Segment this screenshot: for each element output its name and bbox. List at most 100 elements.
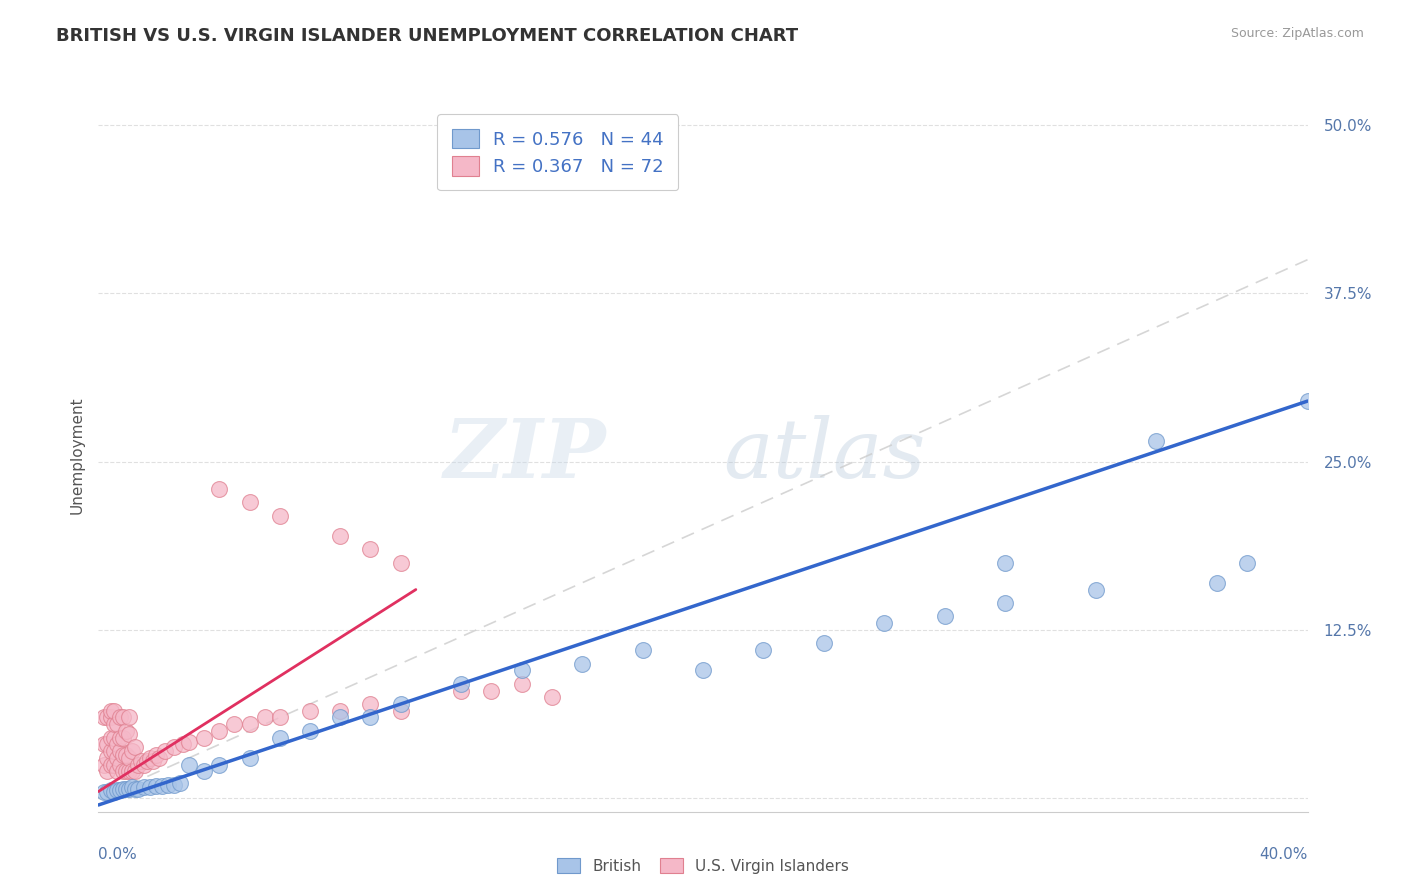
Point bbox=[105, 764, 128, 779]
Point bbox=[299, 723, 322, 738]
Text: BRITISH VS U.S. VIRGIN ISLANDER UNEMPLOYMENT CORRELATION CHART: BRITISH VS U.S. VIRGIN ISLANDER UNEMPLOY… bbox=[56, 27, 799, 45]
Point bbox=[96, 738, 118, 752]
Point bbox=[239, 495, 262, 509]
Point bbox=[121, 744, 143, 758]
Point bbox=[142, 754, 165, 768]
Y-axis label: Unemployment: Unemployment bbox=[69, 396, 84, 514]
Point bbox=[100, 731, 122, 745]
Point bbox=[179, 757, 201, 772]
Point bbox=[118, 781, 141, 796]
Point bbox=[269, 710, 291, 724]
Point bbox=[93, 738, 115, 752]
Point bbox=[108, 757, 131, 772]
Text: 40.0%: 40.0% bbox=[1260, 847, 1308, 863]
Point bbox=[100, 704, 122, 718]
Point bbox=[96, 784, 118, 798]
Point bbox=[813, 636, 835, 650]
Point bbox=[253, 710, 276, 724]
Point bbox=[118, 764, 141, 779]
Point bbox=[150, 779, 173, 793]
Point bbox=[124, 764, 146, 779]
Point bbox=[692, 664, 714, 678]
Point bbox=[329, 704, 352, 718]
Point bbox=[139, 751, 162, 765]
Point bbox=[450, 677, 472, 691]
Point bbox=[103, 731, 125, 745]
Point bbox=[145, 779, 167, 793]
Point bbox=[631, 643, 654, 657]
Text: ZIP: ZIP bbox=[444, 415, 606, 495]
Point bbox=[135, 754, 157, 768]
Point bbox=[100, 744, 122, 758]
Legend: British, U.S. Virgin Islanders: British, U.S. Virgin Islanders bbox=[551, 852, 855, 880]
Point bbox=[239, 751, 262, 765]
Point bbox=[139, 780, 162, 795]
Point bbox=[389, 697, 412, 711]
Point bbox=[100, 783, 122, 797]
Point bbox=[132, 757, 155, 772]
Point bbox=[114, 748, 136, 763]
Point bbox=[329, 710, 352, 724]
Point bbox=[179, 735, 201, 749]
Point bbox=[1206, 575, 1229, 590]
Point bbox=[163, 740, 186, 755]
Point bbox=[105, 738, 128, 752]
Point bbox=[118, 726, 141, 740]
Point bbox=[93, 784, 115, 798]
Point bbox=[389, 704, 412, 718]
Point bbox=[124, 781, 146, 796]
Point bbox=[153, 744, 176, 758]
Point bbox=[208, 757, 231, 772]
Point bbox=[169, 776, 191, 790]
Point bbox=[994, 556, 1017, 570]
Point bbox=[163, 778, 186, 792]
Point bbox=[193, 731, 215, 745]
Point bbox=[103, 757, 125, 772]
Point bbox=[93, 710, 115, 724]
Point bbox=[103, 717, 125, 731]
Point bbox=[103, 704, 125, 718]
Point bbox=[100, 710, 122, 724]
Point bbox=[145, 748, 167, 763]
Point bbox=[93, 757, 115, 772]
Point bbox=[108, 744, 131, 758]
Point bbox=[96, 764, 118, 779]
Point bbox=[108, 731, 131, 745]
Point bbox=[208, 723, 231, 738]
Point bbox=[118, 751, 141, 765]
Point bbox=[873, 616, 896, 631]
Point bbox=[994, 596, 1017, 610]
Point bbox=[360, 697, 382, 711]
Point bbox=[111, 731, 134, 745]
Point bbox=[121, 780, 143, 795]
Point bbox=[118, 710, 141, 724]
Point bbox=[1236, 556, 1258, 570]
Point bbox=[510, 677, 533, 691]
Point bbox=[510, 664, 533, 678]
Legend: R = 0.576   N = 44, R = 0.367   N = 72: R = 0.576 N = 44, R = 0.367 N = 72 bbox=[437, 114, 679, 190]
Point bbox=[269, 731, 291, 745]
Point bbox=[934, 609, 956, 624]
Point bbox=[329, 529, 352, 543]
Point bbox=[114, 723, 136, 738]
Point bbox=[114, 764, 136, 779]
Point bbox=[481, 683, 503, 698]
Point bbox=[105, 751, 128, 765]
Point bbox=[103, 784, 125, 798]
Text: Source: ZipAtlas.com: Source: ZipAtlas.com bbox=[1230, 27, 1364, 40]
Point bbox=[752, 643, 775, 657]
Point bbox=[108, 710, 131, 724]
Point bbox=[108, 783, 131, 797]
Point bbox=[299, 704, 322, 718]
Point bbox=[389, 556, 412, 570]
Point bbox=[129, 754, 152, 768]
Text: atlas: atlas bbox=[723, 415, 925, 495]
Point bbox=[96, 710, 118, 724]
Point bbox=[111, 710, 134, 724]
Point bbox=[1296, 394, 1319, 409]
Point bbox=[114, 781, 136, 796]
Point bbox=[111, 781, 134, 796]
Point bbox=[172, 738, 194, 752]
Point bbox=[450, 683, 472, 698]
Point bbox=[360, 542, 382, 557]
